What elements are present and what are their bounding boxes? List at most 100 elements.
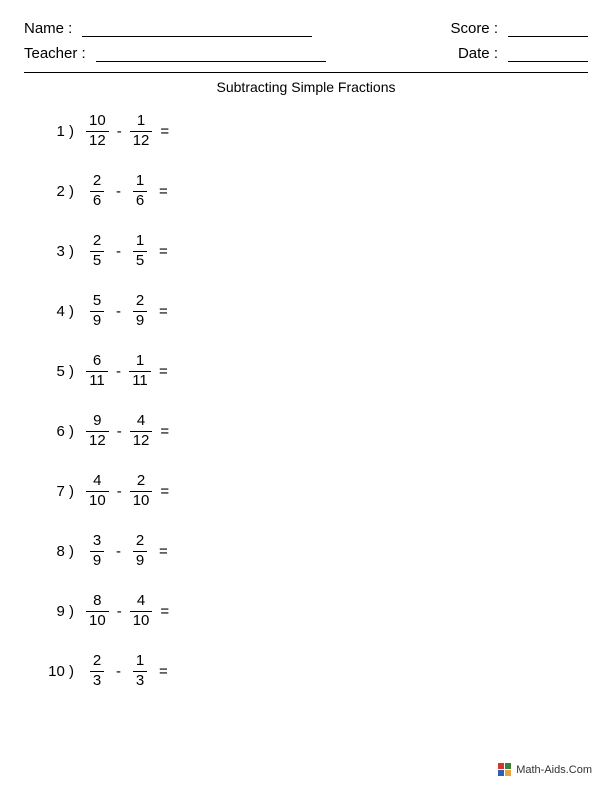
fraction-denominator: 11	[129, 371, 151, 390]
problem-number: 2 )	[38, 183, 74, 200]
fraction-denominator: 9	[90, 551, 104, 570]
fraction: 210	[130, 473, 153, 509]
footer-logo-icon	[498, 763, 511, 776]
fraction-numerator: 8	[90, 593, 104, 611]
fraction-denominator: 6	[90, 191, 104, 210]
fraction-numerator: 4	[134, 413, 148, 431]
date-label: Date :	[458, 45, 498, 62]
teacher-field: Teacher :	[24, 45, 326, 62]
problem-number: 1 )	[38, 123, 74, 140]
problem-row: 6 )912-412=	[38, 413, 588, 449]
fraction-numerator: 2	[90, 653, 104, 671]
operator-minus: -	[117, 423, 122, 440]
operator-minus: -	[116, 243, 121, 260]
problems-list: 1 )1012-112=2 )26-16=3 )25-15=4 )59-29=5…	[24, 113, 588, 689]
fraction-numerator: 5	[90, 293, 104, 311]
problem-row: 2 )26-16=	[38, 173, 588, 209]
equals-sign: =	[159, 183, 168, 200]
fraction-denominator: 12	[86, 131, 109, 150]
fraction-denominator: 11	[86, 371, 108, 390]
operator-minus: -	[116, 303, 121, 320]
fraction-denominator: 10	[130, 491, 153, 510]
fraction-denominator: 12	[130, 431, 153, 450]
teacher-input-line[interactable]	[96, 46, 326, 62]
equals-sign: =	[160, 423, 169, 440]
fraction-denominator: 12	[130, 131, 153, 150]
equals-sign: =	[159, 543, 168, 560]
fraction: 29	[129, 293, 151, 329]
problem-number: 4 )	[38, 303, 74, 320]
fraction-numerator: 1	[133, 233, 147, 251]
score-label: Score :	[450, 20, 498, 37]
problem-row: 9 )810-410=	[38, 593, 588, 629]
fraction: 26	[86, 173, 108, 209]
footer: Math-Aids.Com	[498, 763, 592, 776]
fraction-numerator: 1	[133, 173, 147, 191]
operator-minus: -	[116, 363, 121, 380]
fraction-numerator: 3	[90, 533, 104, 551]
problem-number: 7 )	[38, 483, 74, 500]
fraction-denominator: 9	[133, 311, 147, 330]
fraction-numerator: 6	[90, 353, 104, 371]
operator-minus: -	[116, 183, 121, 200]
fraction: 13	[129, 653, 151, 689]
fraction: 912	[86, 413, 109, 449]
problem-row: 1 )1012-112=	[38, 113, 588, 149]
header-divider	[24, 72, 588, 73]
fraction-numerator: 2	[133, 293, 147, 311]
problem-number: 3 )	[38, 243, 74, 260]
fraction-denominator: 6	[133, 191, 147, 210]
fraction-denominator: 3	[133, 671, 147, 690]
score-input-line[interactable]	[508, 21, 588, 37]
name-field: Name :	[24, 20, 312, 37]
fraction-denominator: 3	[90, 671, 104, 690]
score-field: Score :	[450, 20, 588, 37]
problem-number: 10 )	[38, 663, 74, 680]
equals-sign: =	[159, 663, 168, 680]
name-label: Name :	[24, 20, 72, 37]
problem-number: 5 )	[38, 363, 74, 380]
problem-row: 5 )611-111=	[38, 353, 588, 389]
teacher-label: Teacher :	[24, 45, 86, 62]
fraction: 111	[129, 353, 151, 389]
equals-sign: =	[159, 363, 168, 380]
footer-text: Math-Aids.Com	[516, 764, 592, 776]
fraction-denominator: 5	[90, 251, 104, 270]
fraction-numerator: 4	[90, 473, 104, 491]
fraction: 410	[130, 593, 153, 629]
fraction-numerator: 1	[133, 653, 147, 671]
fraction: 810	[86, 593, 109, 629]
problem-row: 7 )410-210=	[38, 473, 588, 509]
fraction-numerator: 1	[133, 353, 147, 371]
fraction: 15	[129, 233, 151, 269]
problem-number: 6 )	[38, 423, 74, 440]
fraction-denominator: 9	[90, 311, 104, 330]
fraction: 59	[86, 293, 108, 329]
equals-sign: =	[160, 603, 169, 620]
equals-sign: =	[160, 123, 169, 140]
date-input-line[interactable]	[508, 46, 588, 62]
problem-row: 10 )23-13=	[38, 653, 588, 689]
fraction: 25	[86, 233, 108, 269]
fraction-numerator: 2	[134, 473, 148, 491]
fraction-numerator: 10	[86, 113, 109, 131]
fraction-numerator: 2	[90, 173, 104, 191]
fraction-numerator: 4	[134, 593, 148, 611]
problem-number: 9 )	[38, 603, 74, 620]
fraction-numerator: 9	[90, 413, 104, 431]
equals-sign: =	[159, 243, 168, 260]
fraction: 112	[130, 113, 153, 149]
fraction: 1012	[86, 113, 109, 149]
name-input-line[interactable]	[82, 21, 312, 37]
fraction-numerator: 2	[133, 533, 147, 551]
fraction-denominator: 10	[130, 611, 153, 630]
operator-minus: -	[116, 663, 121, 680]
fraction: 611	[86, 353, 108, 389]
fraction-denominator: 5	[133, 251, 147, 270]
fraction: 39	[86, 533, 108, 569]
fraction-denominator: 12	[86, 431, 109, 450]
equals-sign: =	[160, 483, 169, 500]
fraction: 16	[129, 173, 151, 209]
problem-row: 3 )25-15=	[38, 233, 588, 269]
fraction-denominator: 10	[86, 491, 109, 510]
